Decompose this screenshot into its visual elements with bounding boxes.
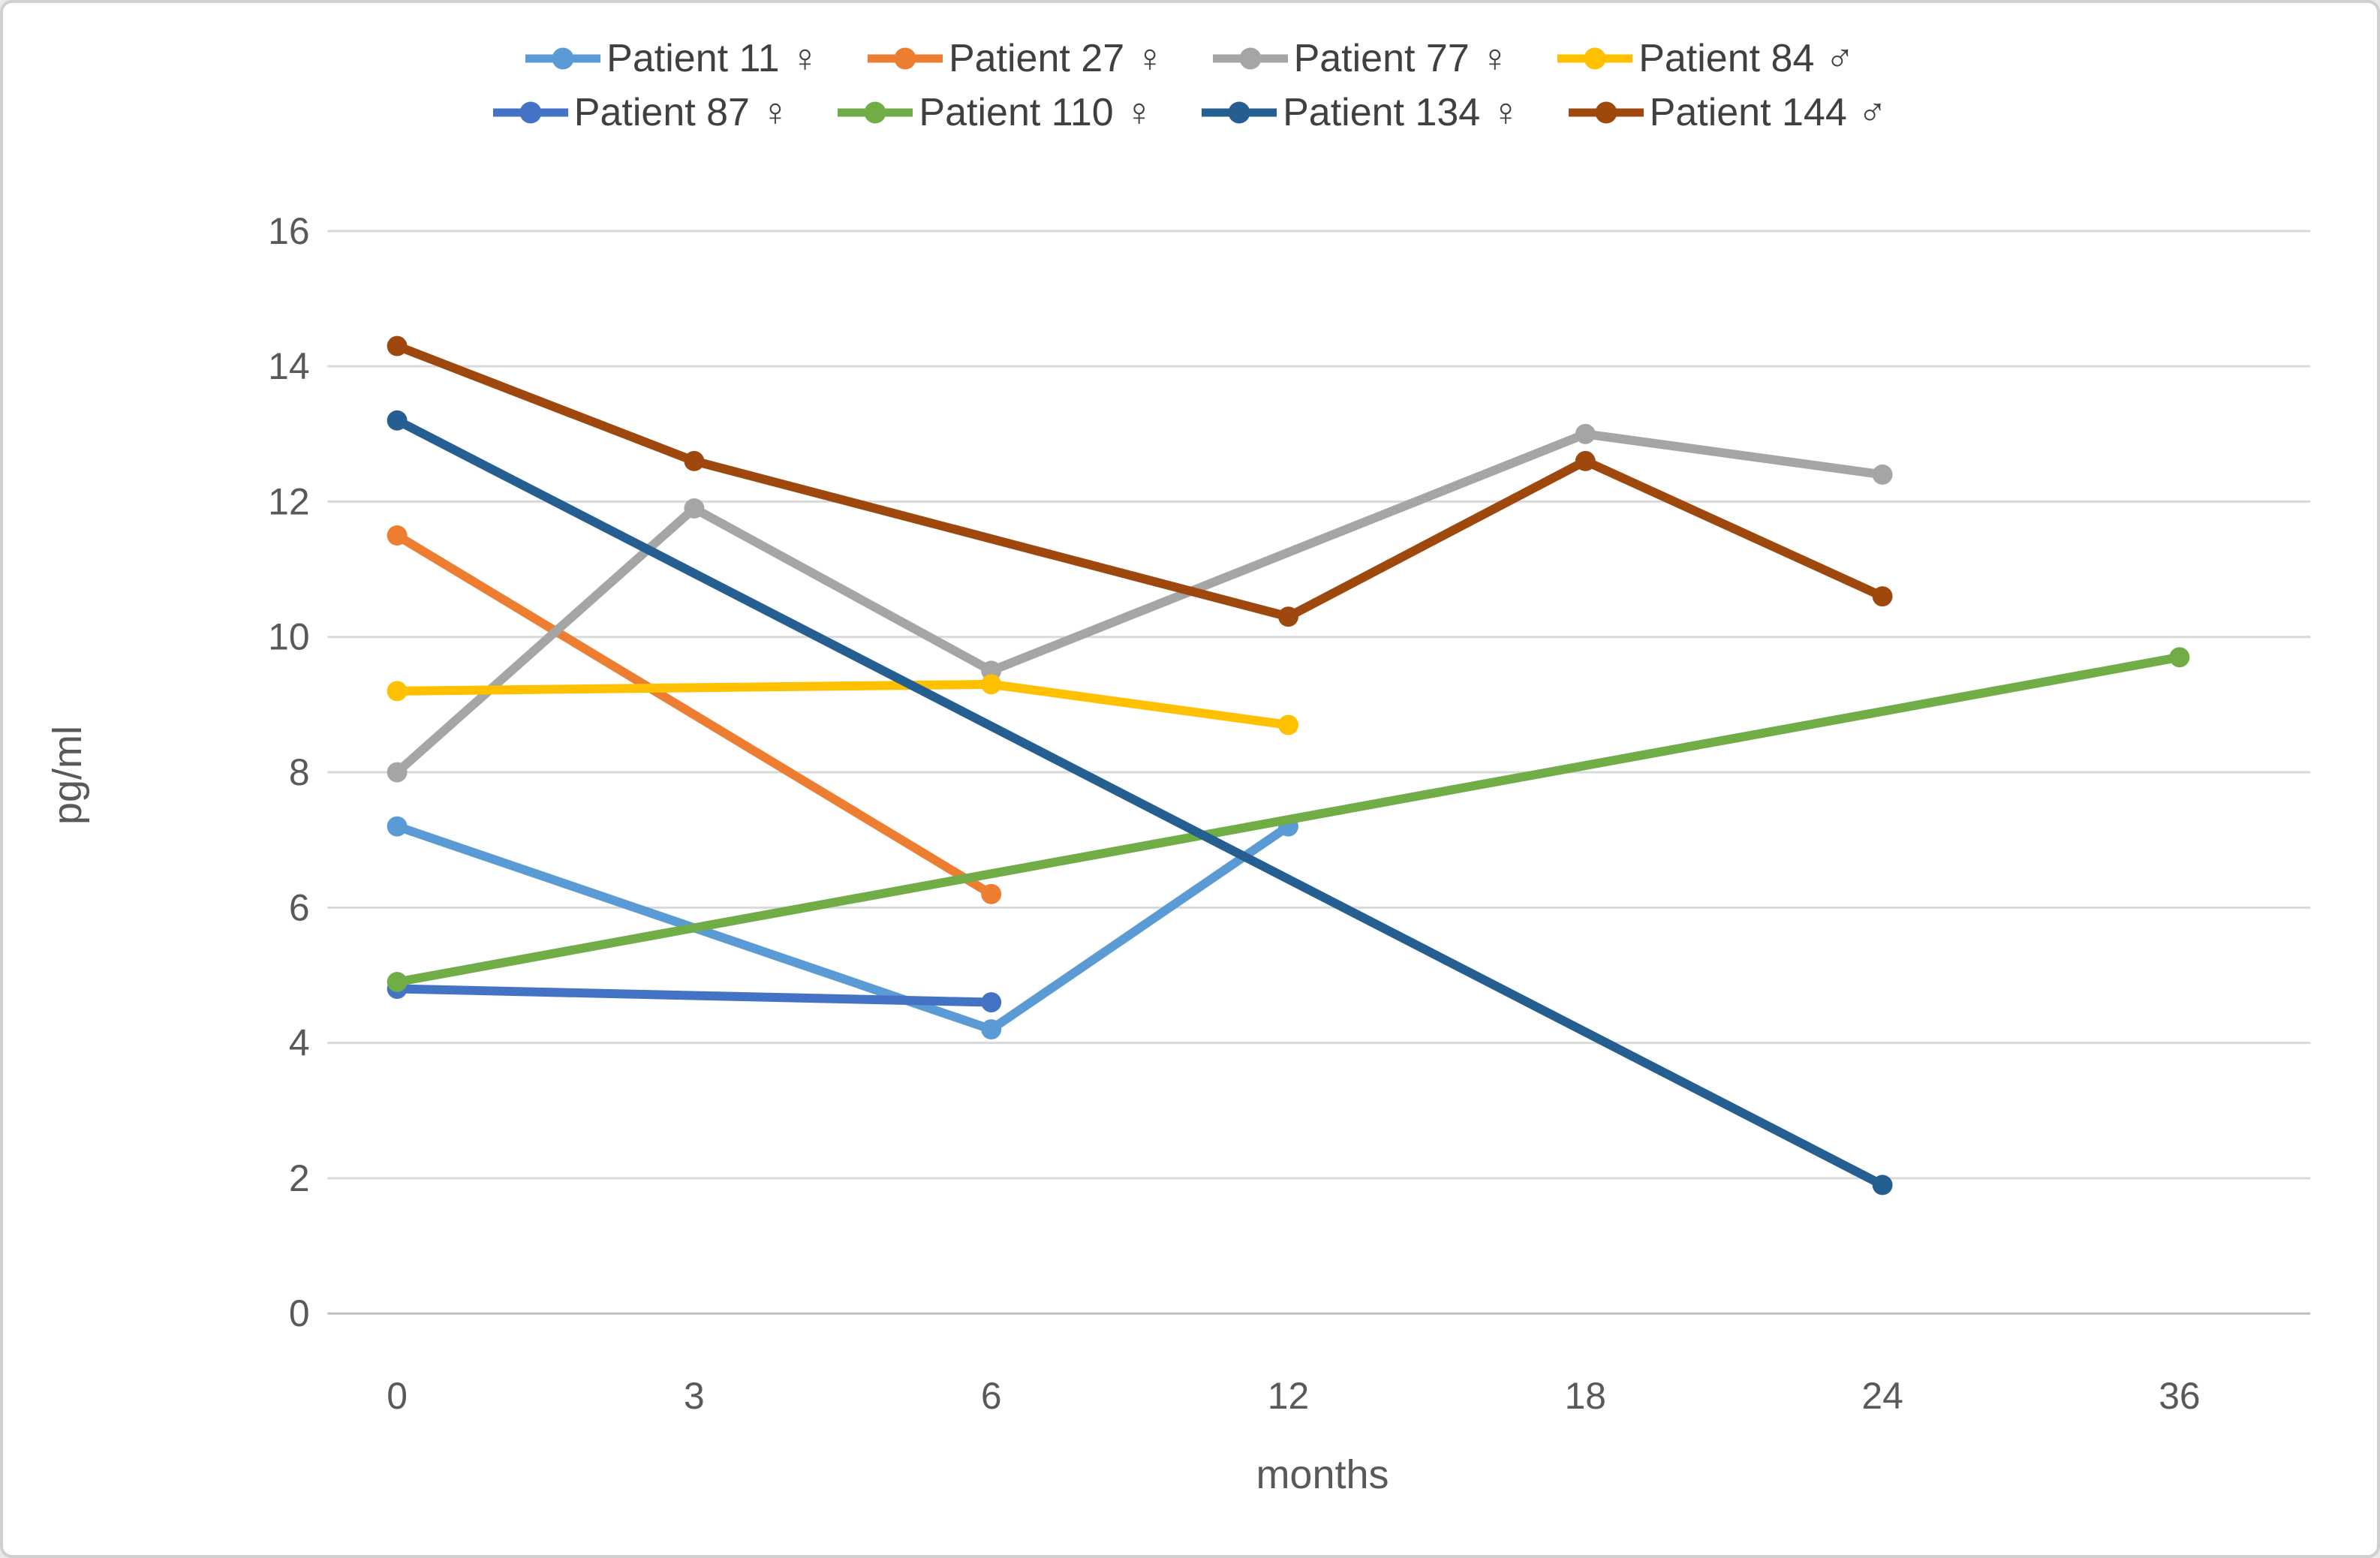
x-tick-label: 36 xyxy=(2159,1375,2200,1417)
data-point-87 xyxy=(981,992,1002,1012)
series-line-27 xyxy=(393,531,996,899)
data-point-84 xyxy=(387,681,408,702)
data-point-134 xyxy=(1872,1175,1893,1196)
data-point-77 xyxy=(684,498,705,519)
y-axis-title: pg/ml xyxy=(45,725,90,826)
y-tick-label: 12 xyxy=(268,480,309,522)
data-point-77 xyxy=(1872,464,1893,485)
x-tick-label: 12 xyxy=(1268,1375,1309,1417)
x-tick-label: 0 xyxy=(387,1375,408,1417)
x-tick-label: 3 xyxy=(684,1375,705,1417)
data-point-144 xyxy=(1278,606,1298,627)
data-point-27 xyxy=(981,883,1002,904)
series-line-134 xyxy=(393,416,1888,1190)
data-point-144 xyxy=(1575,450,1596,471)
series-line-87 xyxy=(393,984,996,1007)
data-point-77 xyxy=(1575,423,1596,444)
data-point-144 xyxy=(684,450,705,471)
data-point-27 xyxy=(387,525,408,546)
y-tick-label: 2 xyxy=(289,1157,310,1199)
data-point-110 xyxy=(2169,647,2190,668)
data-point-11 xyxy=(387,816,408,837)
x-tick-label: 6 xyxy=(981,1375,1002,1417)
data-point-144 xyxy=(1872,586,1893,607)
y-tick-label: 14 xyxy=(268,345,309,387)
series-line-77 xyxy=(393,429,1888,777)
data-point-84 xyxy=(981,674,1002,695)
series-line-110 xyxy=(393,652,2184,987)
x-tick-label: 18 xyxy=(1565,1375,1606,1417)
data-point-144 xyxy=(387,335,408,356)
data-point-77 xyxy=(387,762,408,783)
y-tick-label: 16 xyxy=(268,210,309,252)
data-point-110 xyxy=(387,972,408,992)
data-point-84 xyxy=(1278,714,1298,735)
y-tick-label: 8 xyxy=(289,751,310,793)
y-tick-label: 10 xyxy=(268,616,309,658)
data-point-11 xyxy=(981,1019,1002,1040)
x-tick-label: 24 xyxy=(1861,1375,1903,1417)
data-point-134 xyxy=(387,410,408,431)
series-line-84 xyxy=(393,679,1293,729)
y-tick-label: 6 xyxy=(289,886,310,928)
x-axis-title: months xyxy=(1256,1452,1389,1497)
y-tick-label: 4 xyxy=(289,1022,310,1064)
y-tick-label: 0 xyxy=(289,1292,310,1334)
